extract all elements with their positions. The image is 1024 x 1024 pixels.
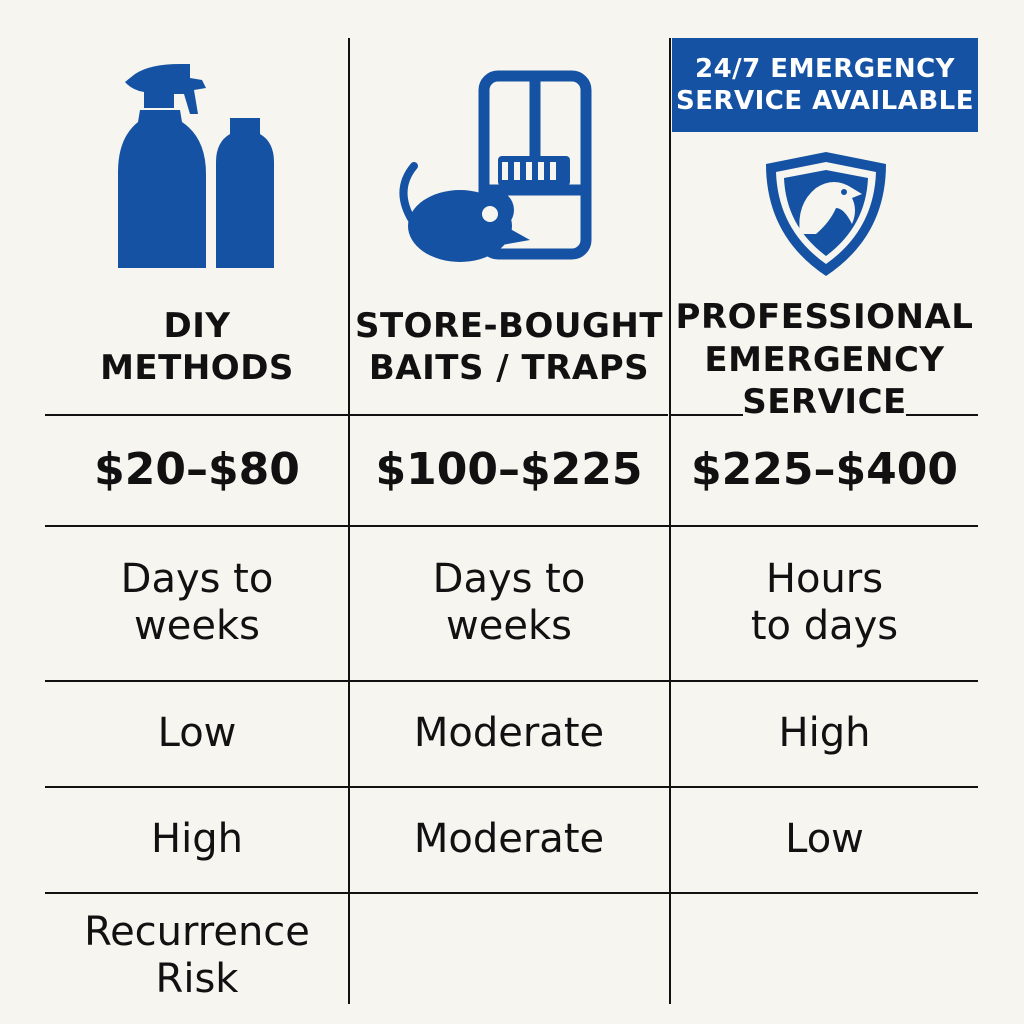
column-header-professional: PROFESSIONAL EMERGENCY SERVICE — [671, 292, 978, 428]
risk-professional: Low — [785, 815, 864, 862]
row-divider-header — [45, 414, 668, 416]
recurrence-risk-label: Recurrence Risk — [47, 894, 347, 1018]
price-diy: $20–$80 — [94, 443, 300, 495]
column-divider-2 — [669, 38, 671, 1004]
badge-line-2: SERVICE AVAILABLE — [675, 86, 975, 116]
speed-diy: Days to weeks — [47, 527, 347, 679]
level-professional: High — [778, 709, 871, 756]
column-header-diy-line-1: DIY — [163, 305, 231, 346]
speed-professional: Hours to days — [671, 527, 978, 679]
eagle-shield-icon — [766, 152, 886, 276]
price-professional: $225–$400 — [691, 443, 958, 495]
speed-store-bought-line-2: weeks — [446, 603, 572, 649]
speed-diy-line-2: weeks — [134, 603, 260, 649]
speed-professional-line-1: Hours — [765, 555, 884, 602]
column-header-store-bought-line-2: BAITS / TRAPS — [368, 348, 650, 388]
speed-professional-line-2: to days — [750, 603, 899, 649]
column-divider-1 — [348, 38, 350, 1004]
column-header-diy-line-2: METHODS — [100, 348, 294, 388]
column-header-professional-line-2: EMERGENCY — [704, 339, 945, 380]
row-divider-header-right-b — [906, 414, 978, 416]
column-header-store-bought: STORE-BOUGHT BAITS / TRAPS — [350, 292, 668, 402]
row-divider-speed — [45, 680, 978, 682]
badge-line-1: 24/7 EMERGENCY — [694, 53, 955, 84]
level-store-bought: Moderate — [413, 709, 605, 756]
recurrence-risk-label-line-2: Risk — [155, 956, 239, 1002]
level-diy: Low — [157, 709, 237, 756]
spray-bottle-icon — [118, 64, 274, 268]
emergency-badge: 24/7 EMERGENCY SERVICE AVAILABLE — [672, 38, 978, 132]
recurrence-risk-label-line-1: Recurrence — [84, 908, 310, 955]
mouse-trap-icon — [399, 70, 592, 262]
row-divider-price — [45, 525, 978, 527]
column-header-professional-line-3: SERVICE — [742, 382, 907, 423]
row-divider-risk — [45, 892, 978, 894]
column-header-professional-line-1: PROFESSIONAL — [675, 297, 974, 338]
speed-diy-line-1: Days to — [120, 555, 274, 602]
row-divider-effect — [45, 786, 978, 788]
column-header-diy: DIY METHODS — [47, 292, 347, 402]
risk-store-bought: Moderate — [413, 815, 605, 862]
row-divider-header-right-a — [671, 414, 743, 416]
column-header-store-bought-line-1: STORE-BOUGHT — [354, 305, 664, 346]
price-store-bought: $100–$225 — [375, 443, 643, 495]
risk-diy: High — [151, 815, 243, 862]
speed-store-bought: Days to weeks — [350, 527, 668, 679]
speed-store-bought-line-1: Days to — [432, 555, 586, 602]
